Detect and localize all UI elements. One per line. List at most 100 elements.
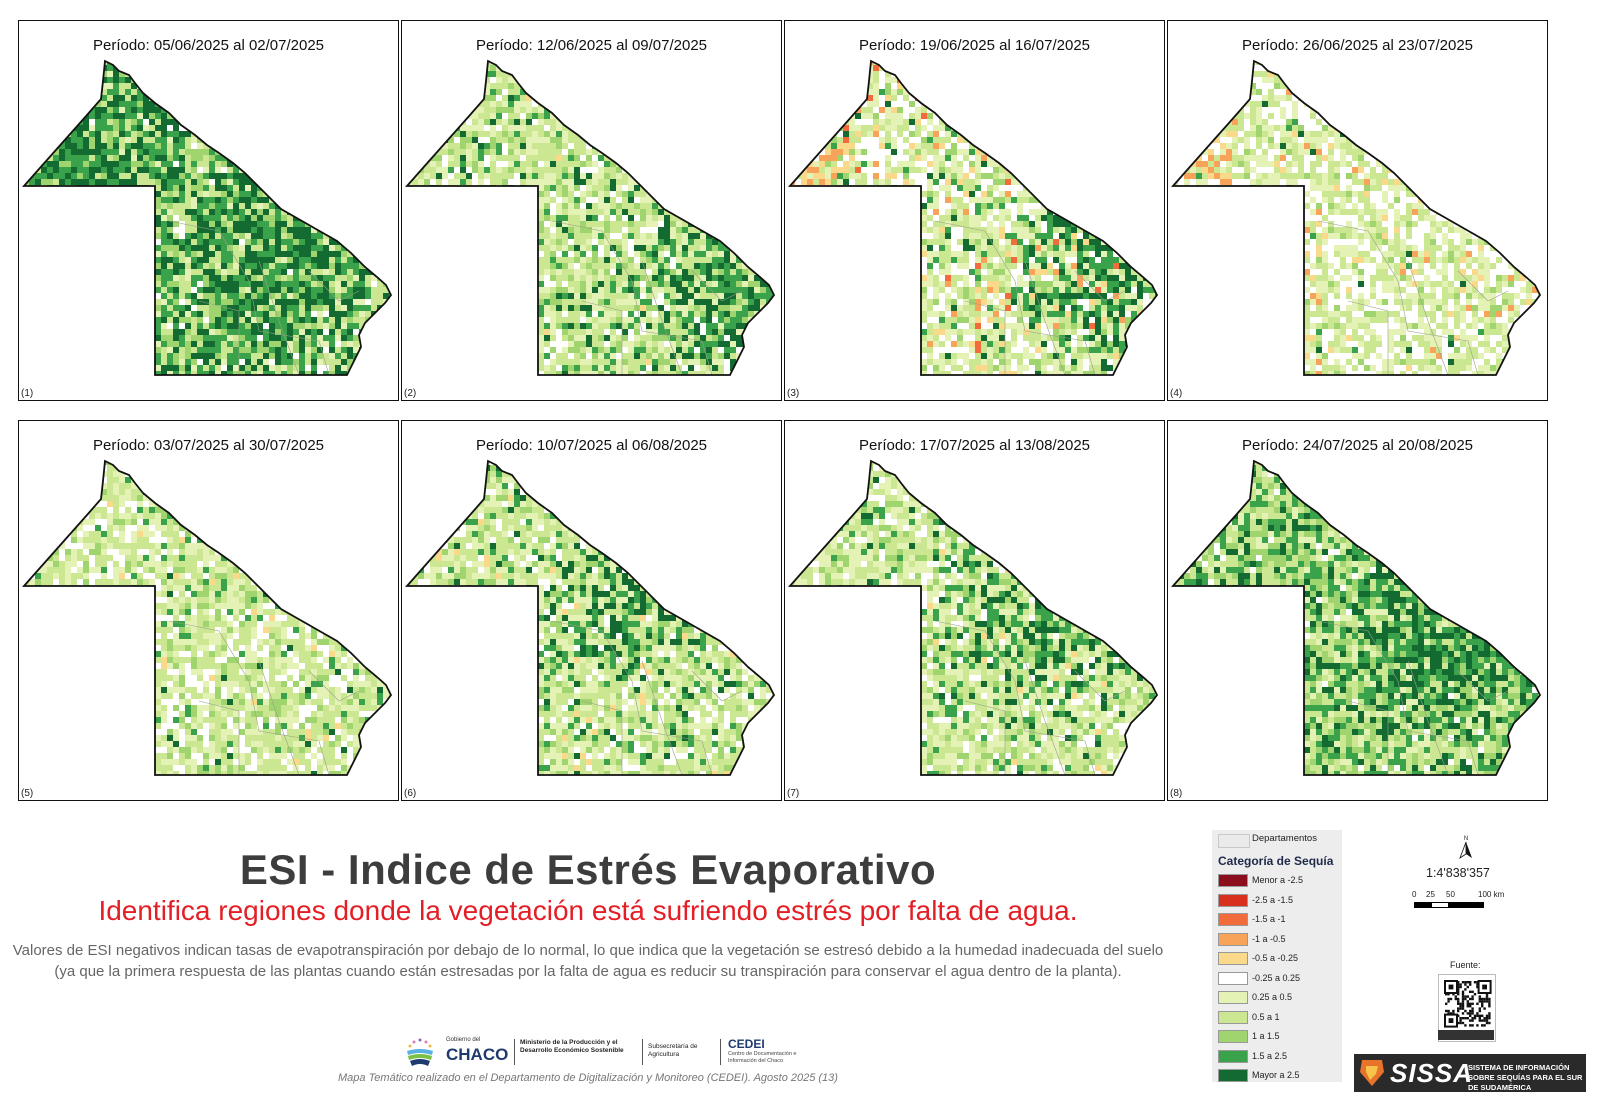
province-outline bbox=[1171, 59, 1542, 376]
department-boundary bbox=[1317, 220, 1479, 375]
esi-map-panel: Período: 26/06/2025 al 23/07/2025 (4) bbox=[1167, 20, 1548, 401]
logo-divider bbox=[720, 1039, 721, 1065]
department-boundary bbox=[581, 300, 623, 375]
province-outline bbox=[788, 459, 1159, 776]
esi-map-panel: Período: 17/07/2025 al 13/08/2025 (7) bbox=[784, 420, 1165, 801]
department-boundary bbox=[1347, 700, 1389, 775]
esi-raster bbox=[24, 461, 391, 775]
legend-swatch bbox=[1218, 913, 1248, 926]
legend-swatch bbox=[1218, 932, 1248, 946]
legend-swatch bbox=[1218, 971, 1248, 985]
departments-swatch bbox=[1218, 834, 1250, 848]
department-boundary bbox=[551, 620, 713, 775]
legend-item: -1 a -0.5 bbox=[1218, 932, 1338, 947]
panel-number: (5) bbox=[21, 788, 33, 799]
legend-swatch bbox=[1218, 874, 1248, 887]
institution-logos: Gobierno del CHACO Ministerio de la Prod… bbox=[404, 1035, 824, 1071]
esi-raster bbox=[24, 61, 391, 375]
department-boundary bbox=[551, 220, 713, 375]
legend-item: 1 a 1.5 bbox=[1218, 1030, 1338, 1044]
province-outline bbox=[788, 59, 1159, 376]
panel-period-title: Período: 24/07/2025 al 20/08/2025 bbox=[1168, 437, 1547, 454]
legend-label: -1 a -0.5 bbox=[1252, 934, 1286, 944]
chaco-province-map bbox=[788, 459, 1159, 776]
legend-label: -0.5 a -0.25 bbox=[1252, 953, 1298, 963]
legend-label: Mayor a 2.5 bbox=[1252, 1070, 1300, 1080]
province-outline bbox=[1171, 459, 1542, 776]
department-boundary bbox=[934, 220, 1096, 375]
department-boundary bbox=[1317, 620, 1479, 775]
panel-period-title: Período: 19/06/2025 al 16/07/2025 bbox=[785, 37, 1164, 54]
panel-number: (4) bbox=[1170, 388, 1182, 399]
map-description: Valores de ESI negativos indican tasas d… bbox=[12, 940, 1164, 982]
chaco-province-map bbox=[405, 459, 776, 776]
province-outline bbox=[405, 59, 776, 376]
chaco-province-map bbox=[788, 59, 1159, 376]
panel-number: (3) bbox=[787, 388, 799, 399]
department-boundary bbox=[964, 700, 1006, 775]
legend-swatch bbox=[1218, 1010, 1248, 1024]
map-credit: Mapa Temático realizado en el Departamen… bbox=[0, 1072, 1176, 1084]
panel-period-title: Período: 17/07/2025 al 13/08/2025 bbox=[785, 437, 1164, 454]
department-boundary bbox=[198, 300, 240, 375]
department-boundary bbox=[691, 270, 743, 302]
legend-label: -2.5 a -1.5 bbox=[1252, 895, 1293, 905]
province-outline bbox=[22, 59, 393, 376]
department-boundary bbox=[1457, 270, 1509, 302]
legend-swatch bbox=[1218, 1049, 1248, 1063]
ministerio-label: Ministerio de la Producción y el Desarro… bbox=[520, 1039, 638, 1055]
department-boundary bbox=[641, 660, 683, 775]
esi-map-panel: Período: 24/07/2025 al 20/08/2025 (8) bbox=[1167, 420, 1548, 801]
esi-raster bbox=[407, 61, 774, 375]
legend-label: -0.25 a 0.25 bbox=[1252, 973, 1300, 983]
legend-swatch bbox=[1218, 893, 1248, 907]
legend-item: 0.25 a 0.5 bbox=[1218, 991, 1338, 1005]
scale-tick: 0 bbox=[1412, 890, 1416, 899]
chaco-label: CHACO bbox=[446, 1045, 508, 1065]
legend-label: -1.5 a -1 bbox=[1252, 914, 1286, 924]
sissa-emblem-icon bbox=[1360, 1060, 1384, 1086]
panel-number: (2) bbox=[404, 388, 416, 399]
map-subtitle: Identifica regiones donde la vegetación … bbox=[0, 895, 1176, 927]
legend-swatch bbox=[1218, 1069, 1248, 1082]
source-label: Fuente: bbox=[1450, 960, 1481, 970]
province-outline bbox=[405, 459, 776, 776]
map-title: ESI - Indice de Estrés Evaporativo bbox=[0, 846, 1176, 894]
esi-map-panel: Período: 10/07/2025 al 06/08/2025 (6) bbox=[401, 420, 782, 801]
chaco-province-map bbox=[22, 459, 393, 776]
esi-raster bbox=[790, 61, 1157, 375]
department-boundary bbox=[1074, 670, 1126, 702]
department-boundary bbox=[1024, 260, 1066, 375]
legend-item: Menor a -2.5 bbox=[1218, 874, 1338, 888]
panel-period-title: Período: 03/07/2025 al 30/07/2025 bbox=[19, 437, 398, 454]
esi-map-panel: Período: 03/07/2025 al 30/07/2025 (5) bbox=[18, 420, 399, 801]
department-boundary bbox=[1024, 660, 1066, 775]
legend-item: Mayor a 2.5 bbox=[1218, 1069, 1338, 1083]
legend-swatch bbox=[1218, 952, 1248, 965]
sissa-logo: SISSA SISTEMA DE INFORMACIÓN SOBRE SEQUÍ… bbox=[1354, 1054, 1586, 1092]
panel-period-title: Período: 05/06/2025 al 02/07/2025 bbox=[19, 37, 398, 54]
department-boundary bbox=[581, 700, 623, 775]
chaco-province-map bbox=[22, 59, 393, 376]
department-boundary bbox=[1347, 300, 1389, 375]
panel-period-title: Período: 12/06/2025 al 09/07/2025 bbox=[402, 37, 781, 54]
cedei-sub-label: Centro de Documentación e Información de… bbox=[728, 1051, 818, 1065]
department-boundary bbox=[168, 220, 330, 375]
departments-label: Departamentos bbox=[1252, 833, 1317, 844]
sissa-description: SISTEMA DE INFORMACIÓN SOBRE SEQUÍAS PAR… bbox=[1468, 1063, 1584, 1093]
legend-label: 1 a 1.5 bbox=[1252, 1031, 1280, 1041]
department-boundary bbox=[1407, 660, 1449, 775]
qr-caption-bar bbox=[1438, 1030, 1494, 1040]
department-boundary bbox=[198, 700, 240, 775]
legend-item: -2.5 a -1.5 bbox=[1218, 893, 1338, 908]
legend-label: 0.5 a 1 bbox=[1252, 1012, 1280, 1022]
legend-swatch bbox=[1218, 1030, 1248, 1043]
north-label: N bbox=[1464, 836, 1468, 842]
department-boundary bbox=[258, 660, 300, 775]
logo-divider bbox=[514, 1039, 515, 1065]
sissa-name: SISSA bbox=[1390, 1058, 1473, 1089]
department-boundary bbox=[964, 300, 1006, 375]
esi-map-panel: Período: 19/06/2025 al 16/07/2025 (3) bbox=[784, 20, 1165, 401]
department-boundary bbox=[691, 670, 743, 702]
scale-tick: 50 bbox=[1446, 890, 1455, 899]
